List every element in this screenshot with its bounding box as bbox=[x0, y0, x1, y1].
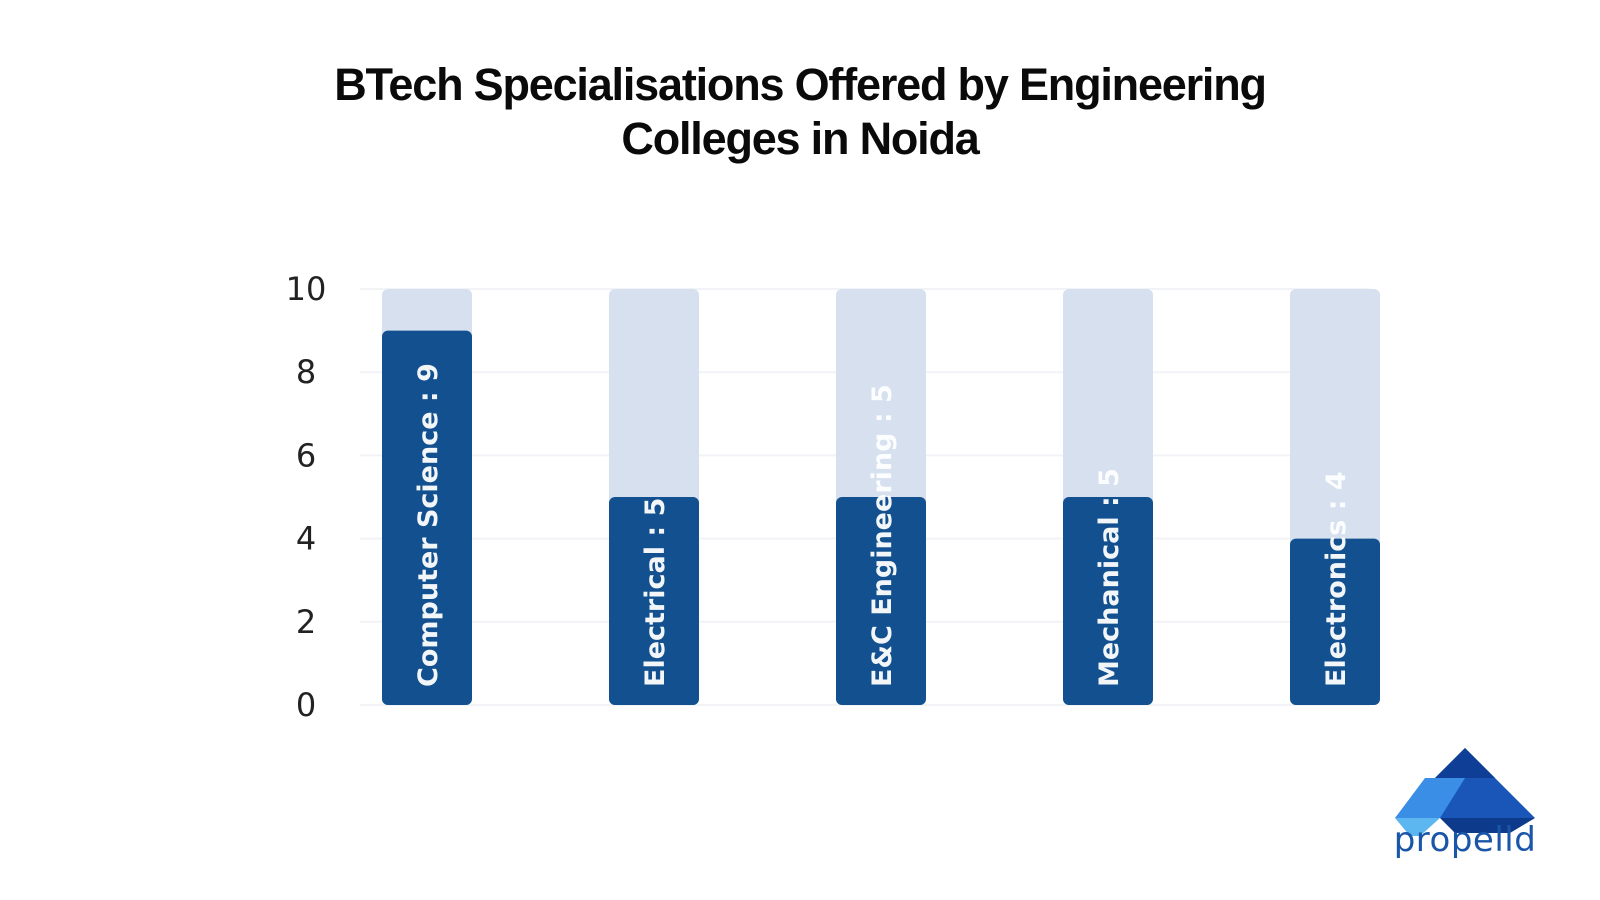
bar-data-label-3: Mechanical : 5 bbox=[1094, 468, 1125, 687]
chart-title-line-2: Colleges in Noida bbox=[621, 113, 979, 164]
y-tick-label-0: 0 bbox=[296, 686, 316, 724]
bar-data-label-4: Electronics : 4 bbox=[1321, 471, 1352, 687]
chart-title-line-1: BTech Specialisations Offered by Enginee… bbox=[334, 59, 1267, 110]
y-tick-label-6: 6 bbox=[296, 436, 316, 474]
brand-name: propelld bbox=[1393, 820, 1537, 860]
y-tick-label-8: 8 bbox=[296, 353, 316, 391]
bar-data-label-1: Electrical : 5 bbox=[640, 498, 671, 687]
bar-1 bbox=[609, 497, 699, 705]
bar-data-label-2: E&C Engineering : 5 bbox=[867, 384, 898, 687]
y-tick-label-10: 10 bbox=[286, 270, 327, 308]
bar-data-label-0: Computer Science : 9 bbox=[413, 363, 444, 687]
bar-0 bbox=[382, 330, 472, 705]
chart-title: BTech Specialisations Offered by Enginee… bbox=[0, 58, 1600, 166]
bar-3 bbox=[1063, 497, 1153, 705]
bar-2 bbox=[836, 497, 926, 705]
y-tick-label-4: 4 bbox=[296, 520, 316, 558]
y-tick-label-2: 2 bbox=[296, 603, 316, 641]
propelld-logo-icon bbox=[1395, 748, 1535, 836]
bar-4 bbox=[1290, 538, 1380, 705]
